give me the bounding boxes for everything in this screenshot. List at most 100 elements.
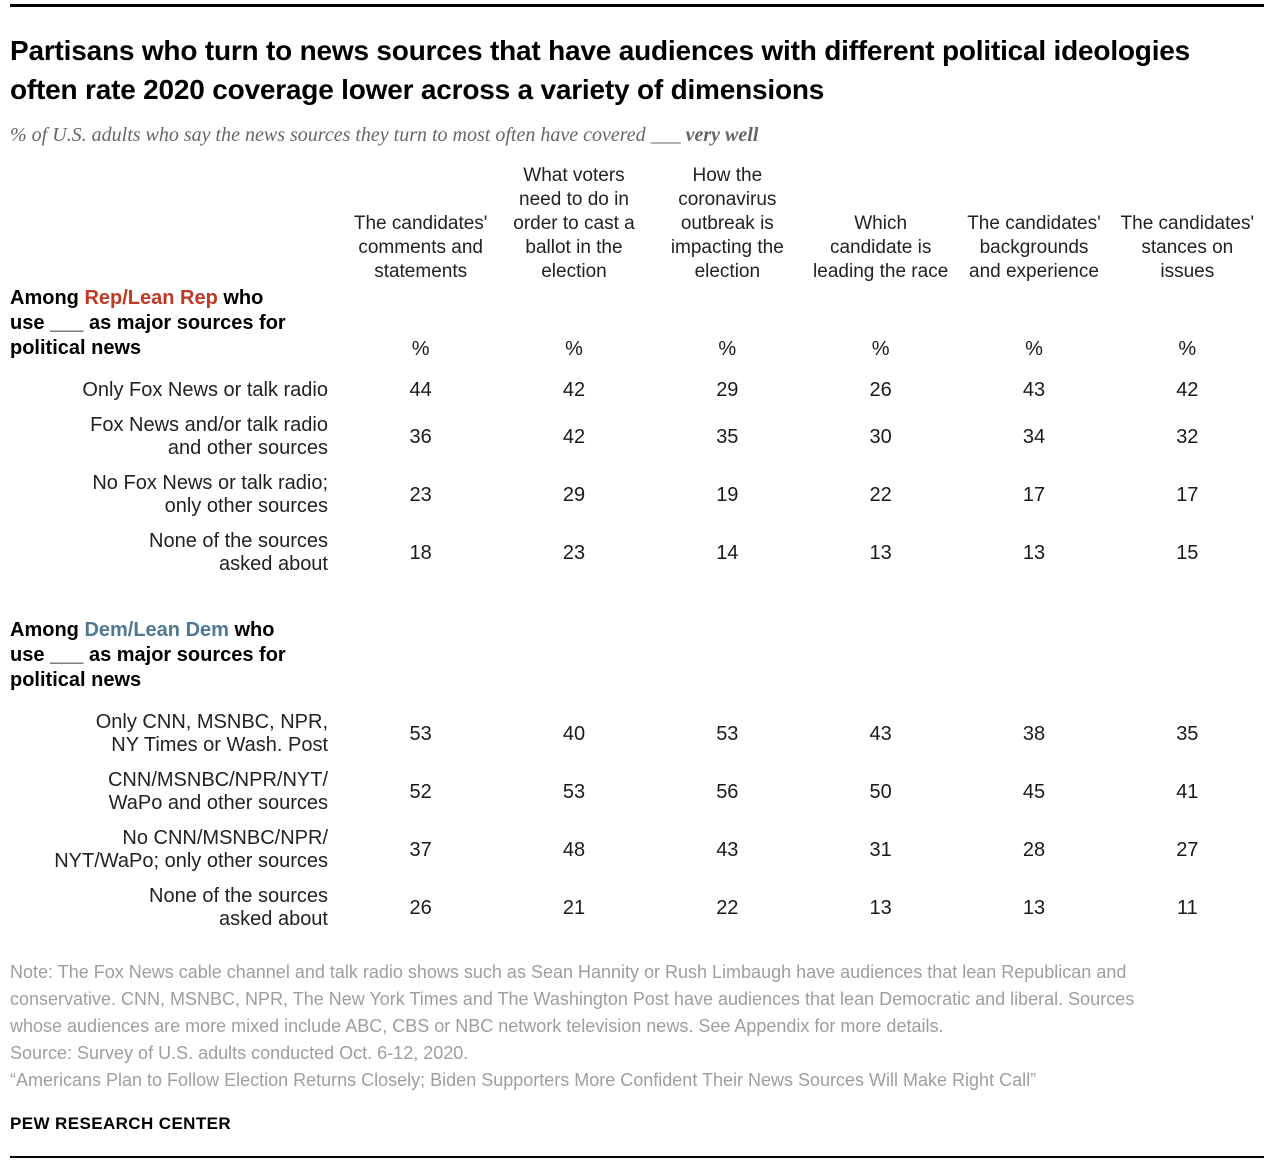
footer: Note: The Fox News cable channel and tal… — [10, 959, 1264, 1134]
cell-value: 56 — [716, 780, 739, 803]
percent-symbol: % — [411, 338, 430, 360]
table-row: CNN/MSNBC/NPR/NYT/WaPo and other sources… — [10, 769, 1264, 815]
row-label-line: None of the sources — [149, 530, 328, 552]
cell-value: 13 — [1022, 896, 1046, 919]
percent-symbol: % — [871, 338, 890, 360]
cell-value: 53 — [409, 722, 432, 745]
party-label-rep: Rep/Lean Rep — [84, 287, 218, 309]
top-rule — [10, 4, 1264, 7]
row-label-line: No CNN/MSNBC/NPR/ — [122, 827, 328, 849]
section-header-text: political news — [10, 669, 142, 691]
report-title: “Americans Plan to Follow Election Retur… — [10, 1070, 1037, 1090]
percent-symbol: % — [718, 338, 737, 360]
row-label: Only CNN, MSNBC, NPR, NY Times or Wash. P… — [10, 711, 344, 757]
cell-value: 42 — [1176, 379, 1199, 401]
cell-value: 28 — [1022, 838, 1046, 861]
table-row: None of the sources asked about 26 21 22 13 13… — [10, 885, 1264, 931]
cell-value: 53 — [562, 780, 586, 803]
cell-value: 19 — [716, 483, 739, 506]
page-subtitle: % of U.S. adults who say the news source… — [10, 122, 1264, 148]
row-label: CNN/MSNBC/NPR/NYT/WaPo and other sources — [10, 769, 344, 815]
cell-value: 26 — [869, 379, 892, 401]
section-header-line: Among Dem/Lean Dem who — [10, 618, 330, 643]
cell-value: 29 — [716, 379, 739, 401]
table-row: Fox News and/or talk radio and other sour… — [10, 414, 1264, 460]
column-header-3: How the coronavirus outbreak is impactin… — [670, 165, 784, 282]
section-header-line: use ___ as major sources for — [10, 311, 330, 336]
subtitle-text: % of U.S. adults who say the news source… — [10, 124, 646, 146]
column-header-row: The candidates' comments and statements W… — [10, 164, 1264, 284]
column-header-5: The candidates' backgrounds and experien… — [967, 213, 1101, 282]
row-label: Fox News and/or talk radio and other sour… — [10, 414, 344, 460]
table-row: None of the sources asked about 18 23 14 13 13… — [10, 530, 1264, 576]
percent-symbol: % — [565, 338, 583, 360]
column-header-1: The candidates' comments and statements — [353, 213, 488, 282]
row-label-line: CNN/MSNBC/NPR/NYT/ — [107, 769, 328, 791]
page-title: Partisans who turn to news sources that … — [10, 35, 1191, 105]
row-label-line: NYT/WaPo; only other sources — [54, 850, 328, 872]
cell-value: 26 — [409, 896, 432, 919]
cell-value: 45 — [1022, 780, 1046, 803]
column-header-6: The candidates' stances on issues — [1120, 213, 1255, 282]
cell-value: 48 — [562, 838, 586, 861]
cell-value: 21 — [562, 896, 586, 919]
cell-value: 29 — [562, 483, 586, 506]
row-label-line: Only CNN, MSNBC, NPR, — [95, 711, 328, 733]
source-text: Source: Survey of U.S. adults conducted … — [10, 1043, 469, 1063]
column-header-2: What voters need to do in order to cast … — [513, 165, 635, 282]
section-header-line: political news — [10, 668, 330, 693]
cell-value: 42 — [562, 425, 586, 448]
data-table: The candidates' comments and statements W… — [10, 164, 1264, 931]
table-row: Only CNN, MSNBC, NPR, NY Times or Wash. P… — [10, 711, 1264, 757]
cell-value: 22 — [716, 896, 739, 919]
cell-value: 27 — [1176, 838, 1199, 861]
section-header-row-rep: Among Rep/Lean Rep who use ___ as major s… — [10, 286, 1264, 361]
row-label: None of the sources asked about — [10, 530, 344, 576]
section-rep: Among Rep/Lean Rep who use ___ as major s… — [10, 286, 1264, 576]
party-label-dem: Dem/Lean Dem — [84, 619, 229, 641]
section-header-text: Among — [10, 619, 85, 641]
section-header-rep: Among Rep/Lean Rep who use ___ as major s… — [10, 286, 330, 361]
section-header-text: political news — [10, 337, 142, 359]
table-row: Only Fox News or talk radio 44 42 29 26 43 42 — [10, 379, 1264, 402]
cell-value: 11 — [1176, 896, 1198, 919]
cell-value: 13 — [869, 541, 892, 564]
section-header-line: political news — [10, 336, 330, 361]
section-header-text: who — [228, 619, 275, 641]
section-header-dem: Among Dem/Lean Dem who use ___ as major s… — [10, 618, 330, 693]
row-label: Only Fox News or talk radio — [10, 379, 344, 402]
cell-value: 35 — [716, 425, 739, 448]
cell-value: 36 — [409, 425, 432, 448]
cell-value: 53 — [716, 722, 739, 745]
subtitle-emphasis: very well — [685, 124, 759, 146]
cell-value: 44 — [409, 379, 432, 401]
row-label-line: only other sources — [164, 495, 328, 517]
row-label-line: None of the sources — [149, 885, 328, 907]
cell-value: 37 — [409, 838, 432, 861]
cell-value: 14 — [716, 541, 739, 564]
row-label: No CNN/MSNBC/NPR/NYT/WaPo; only other so… — [10, 827, 344, 873]
section-header-text: use ___ as major sources for — [10, 644, 286, 666]
cell-value: 13 — [869, 896, 892, 919]
cell-value: 23 — [562, 541, 586, 564]
percent-symbol: % — [1025, 338, 1043, 360]
note-text: Note: The Fox News cable channel and tal… — [10, 962, 1135, 1036]
row-label-line: No Fox News or talk radio; — [92, 472, 328, 494]
cell-value: 32 — [1176, 425, 1199, 448]
cell-value: 17 — [1176, 483, 1199, 506]
row-label-line: asked about — [219, 553, 328, 575]
table-row: No Fox News or talk radio; only other sou… — [10, 472, 1264, 518]
row-label-line: WaPo and other sources — [108, 792, 328, 814]
cell-value: 43 — [869, 722, 892, 745]
cell-value: 43 — [1022, 379, 1046, 401]
section-dem: Among Dem/Lean Dem who use ___ as major s… — [10, 618, 1264, 931]
cell-value: 42 — [562, 379, 586, 401]
cell-value: 34 — [1022, 425, 1046, 448]
cell-value: 22 — [869, 483, 892, 506]
subtitle-blank: ___ — [650, 124, 681, 146]
section-header-line: Among Rep/Lean Rep who — [10, 286, 330, 311]
section-header-row-dem: Among Dem/Lean Dem who use ___ as major s… — [10, 618, 1264, 693]
cell-value: 15 — [1176, 541, 1199, 564]
percent-symbol: % — [1178, 338, 1197, 360]
row-label: None of the sources asked about — [10, 885, 344, 931]
